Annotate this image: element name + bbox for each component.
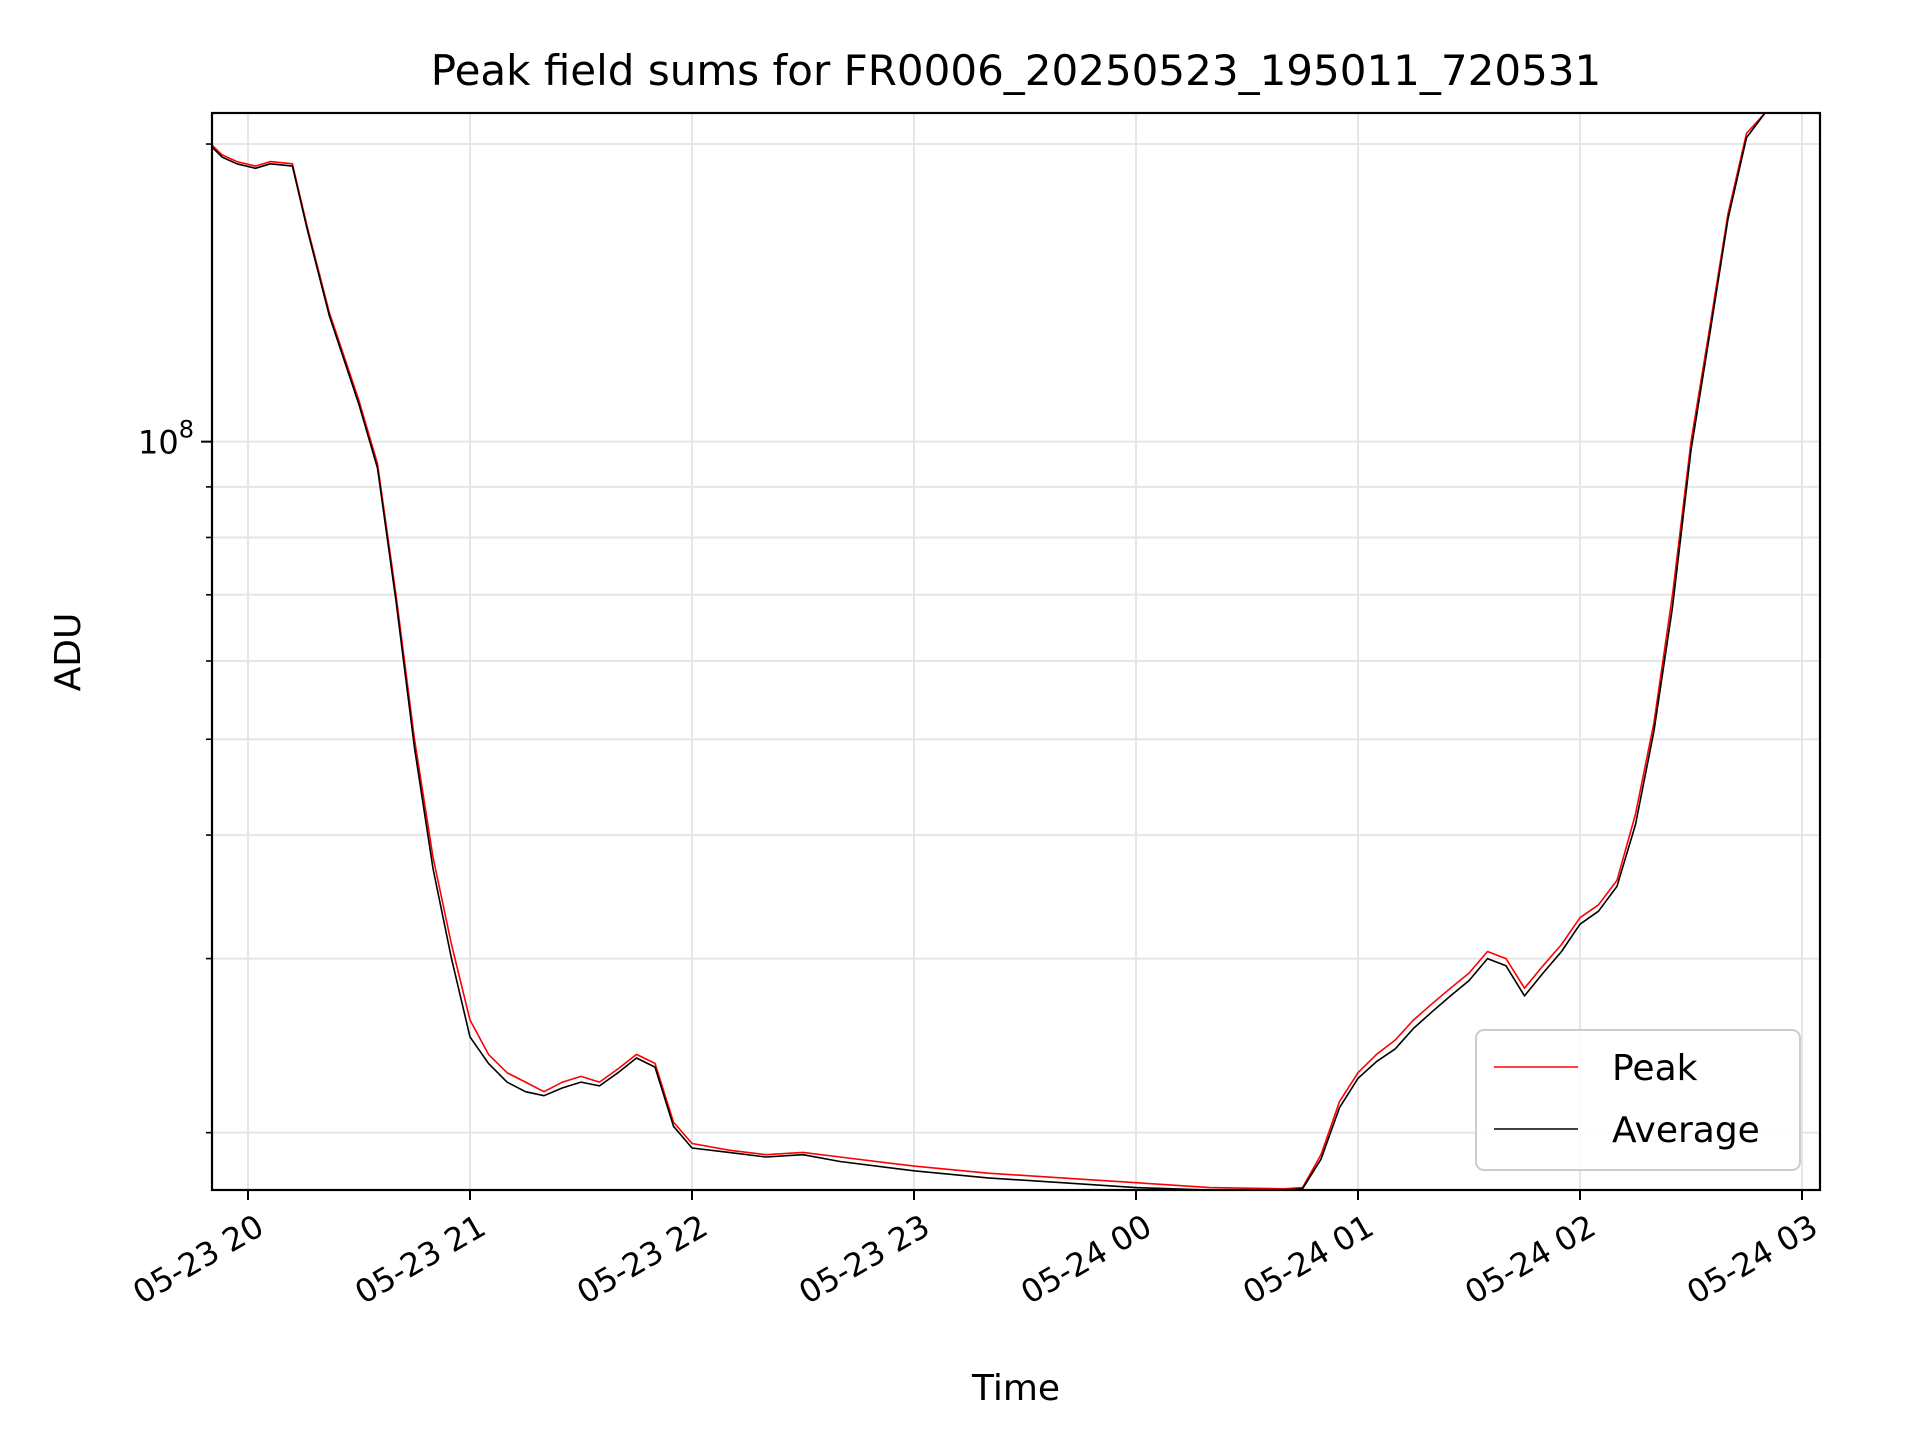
grid: [212, 113, 1820, 1190]
legend-box: [1475, 1029, 1801, 1171]
series-layer: [212, 113, 1766, 1190]
y-axis-label: ADU: [48, 613, 89, 692]
average-series-line: [212, 113, 1766, 1190]
peak-series-line: [212, 113, 1766, 1190]
y-tick-label: 108: [138, 416, 194, 462]
y-axis: 108: [138, 143, 212, 1134]
legend-average-label: Average: [1612, 1110, 1760, 1151]
legend-peak-label: Peak: [1612, 1048, 1698, 1089]
legend: Peak Average: [1475, 1029, 1801, 1171]
x-axis-label: Time: [971, 1368, 1060, 1409]
plot-frame: [210, 111, 1822, 1192]
chart-title: Peak field sums for FR0006_20250523_1950…: [431, 46, 1601, 95]
